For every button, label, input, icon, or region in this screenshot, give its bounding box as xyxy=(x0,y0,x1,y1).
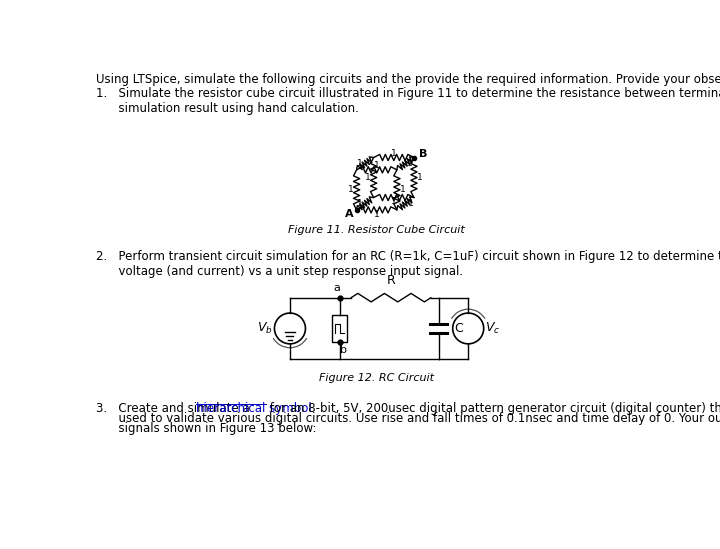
Text: a: a xyxy=(333,283,340,293)
Bar xyxy=(332,315,347,341)
Text: 1: 1 xyxy=(357,199,363,208)
Text: 1: 1 xyxy=(391,197,397,206)
Text: Using LTSpice, simulate the following circuits and the provide the required info: Using LTSpice, simulate the following ci… xyxy=(96,73,720,86)
Text: 1: 1 xyxy=(400,186,406,194)
Text: Figure 12. RC Circuit: Figure 12. RC Circuit xyxy=(319,373,434,383)
Text: 1: 1 xyxy=(416,173,422,182)
Text: 2.   Perform transient circuit simulation for an RC (R=1k, C=1uF) circuit shown : 2. Perform transient circuit simulation … xyxy=(96,250,720,278)
Text: B: B xyxy=(419,149,428,159)
Text: 1: 1 xyxy=(365,173,371,182)
Text: 1: 1 xyxy=(374,161,379,170)
Text: 1: 1 xyxy=(391,149,397,158)
Text: 1.   Simulate the resistor cube circuit illustrated in Figure 11 to determine th: 1. Simulate the resistor cube circuit il… xyxy=(96,87,720,115)
Text: C: C xyxy=(454,322,463,335)
Text: $V_c$: $V_c$ xyxy=(485,321,500,336)
Text: 1: 1 xyxy=(408,159,413,168)
Text: 3.   Create and simulate a: 3. Create and simulate a xyxy=(96,402,253,416)
Text: used to validate various digital circuits. Use rise and fall times of 0.1nsec an: used to validate various digital circuit… xyxy=(96,412,720,425)
Text: A: A xyxy=(345,210,354,220)
Text: for an 8-bit, 5V, 200usec digital pattern generator circuit (digital counter) th: for an 8-bit, 5V, 200usec digital patter… xyxy=(266,402,720,416)
Text: b: b xyxy=(340,345,347,355)
Text: Figure 11. Resistor Cube Circuit: Figure 11. Resistor Cube Circuit xyxy=(289,225,465,236)
Text: 1: 1 xyxy=(348,186,354,194)
Text: 1: 1 xyxy=(374,210,379,219)
Text: $V_b$: $V_b$ xyxy=(257,321,273,336)
Text: 1: 1 xyxy=(408,199,414,208)
Text: signals shown in Figure 13 below:: signals shown in Figure 13 below: xyxy=(96,422,317,435)
Text: 1: 1 xyxy=(357,159,363,168)
Text: R: R xyxy=(387,274,395,287)
Text: hierarchical symbol: hierarchical symbol xyxy=(196,402,311,416)
